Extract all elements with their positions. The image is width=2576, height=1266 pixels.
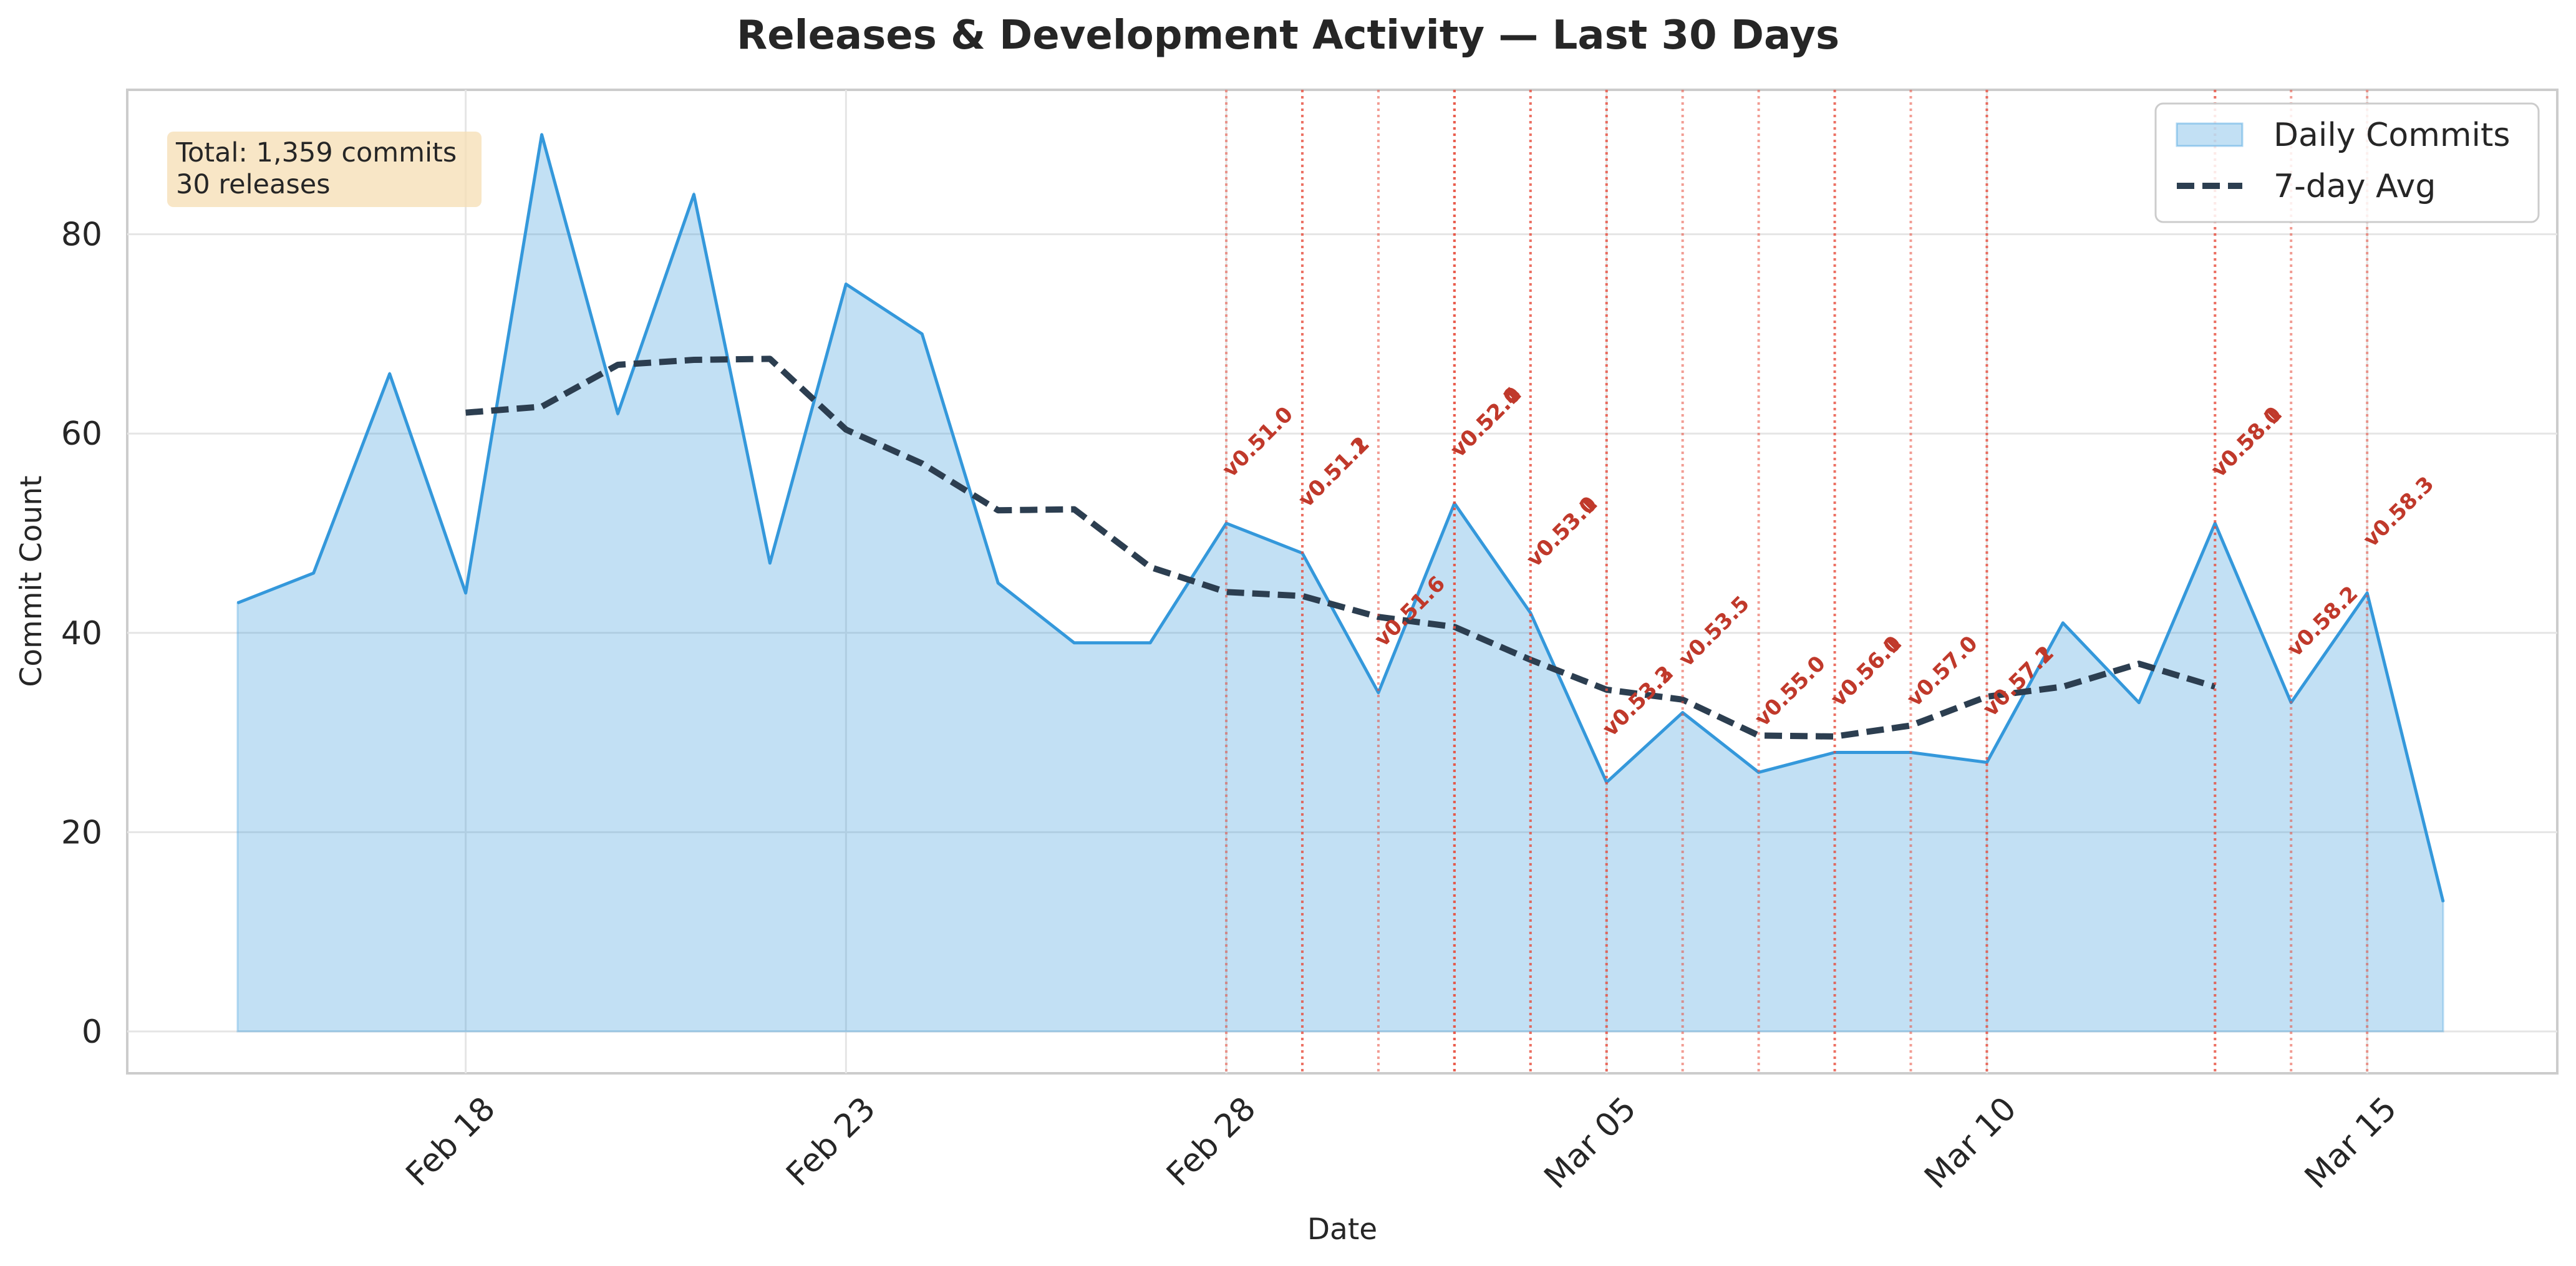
daily-commits-point bbox=[1529, 612, 1531, 614]
daily-commits-point bbox=[693, 193, 695, 195]
daily-commits-point bbox=[1986, 761, 1988, 763]
daily-commits-point bbox=[312, 572, 314, 574]
daily-commits-point bbox=[1226, 523, 1227, 524]
x-axis-label: Date bbox=[1307, 1212, 1377, 1247]
daily-commits-point bbox=[389, 373, 390, 375]
stats-box-background bbox=[167, 132, 482, 207]
x-tick-label: Mar 05 bbox=[1537, 1090, 1644, 1196]
daily-commits-point bbox=[617, 413, 619, 415]
daily-commits-point bbox=[1073, 642, 1075, 644]
legend-label-daily-commits: Daily Commits bbox=[2273, 117, 2510, 154]
legend-label-seven-day-avg: 7-day Avg bbox=[2273, 168, 2436, 205]
y-axis-label: Commit Count bbox=[14, 475, 49, 687]
daily-commits-point bbox=[769, 562, 771, 564]
x-tick-label: Feb 18 bbox=[399, 1090, 503, 1194]
daily-commits-point bbox=[1150, 642, 1151, 644]
legend-swatch-daily-commits bbox=[2176, 122, 2244, 147]
y-tick-label: 0 bbox=[82, 1013, 102, 1051]
plot-area bbox=[126, 89, 2559, 1075]
y-tick-label: 80 bbox=[61, 216, 102, 254]
stats-box: Total: 1,359 commits 30 releases bbox=[167, 132, 482, 207]
stats-total-commits: Total: 1,359 commits bbox=[175, 137, 457, 168]
daily-commits-point bbox=[465, 592, 467, 594]
daily-commits-point bbox=[2443, 901, 2444, 903]
daily-commits-point bbox=[2138, 702, 2140, 703]
daily-commits-point bbox=[236, 602, 238, 604]
daily-commits-point bbox=[2214, 523, 2216, 524]
daily-commits-area bbox=[236, 133, 2445, 1033]
daily-commits-point bbox=[921, 333, 923, 335]
y-tick-label: 20 bbox=[61, 814, 102, 851]
daily-commits-point bbox=[1682, 712, 1683, 713]
daily-commits-point bbox=[541, 133, 543, 135]
legend-frame bbox=[2154, 102, 2540, 223]
x-tick-label: Feb 23 bbox=[780, 1090, 883, 1194]
seven-day-avg-path bbox=[465, 355, 2216, 740]
daily-commits-point bbox=[997, 582, 999, 584]
daily-commits-line bbox=[236, 133, 2445, 902]
seven-day-avg-line bbox=[465, 355, 2216, 740]
legend: Daily Commits 7-day Avg bbox=[2154, 102, 2540, 223]
x-tick-label: Feb 28 bbox=[1160, 1090, 1263, 1194]
stats-release-count: 30 releases bbox=[176, 169, 331, 200]
daily-commits-point bbox=[845, 283, 847, 285]
y-tick-label: 40 bbox=[61, 615, 102, 652]
daily-commits-point bbox=[2366, 592, 2368, 594]
chart-title: Releases & Development Activity — Last 3… bbox=[737, 12, 1839, 59]
x-tick-label: Mar 15 bbox=[2298, 1090, 2404, 1196]
daily-commits-point bbox=[1377, 692, 1379, 693]
y-tick-label: 60 bbox=[61, 415, 102, 453]
daily-commits-point bbox=[2062, 622, 2064, 624]
x-tick-label: Mar 10 bbox=[1917, 1090, 2023, 1196]
